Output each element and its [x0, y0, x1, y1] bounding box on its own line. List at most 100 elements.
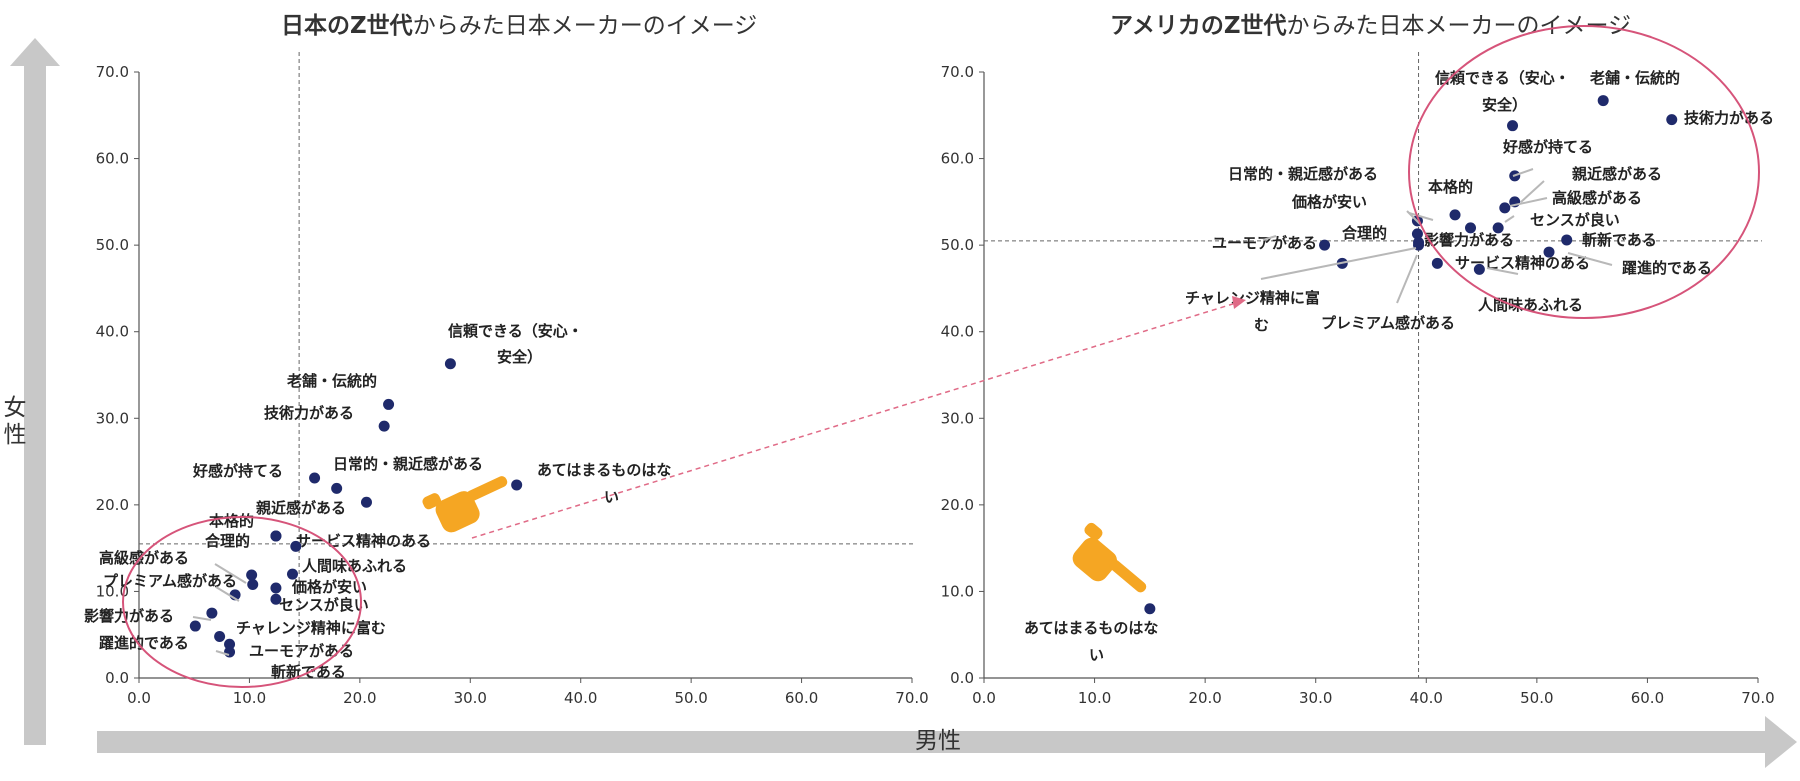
point-label: あてはまるものはな — [537, 461, 671, 479]
data-point — [1543, 246, 1555, 258]
highlight-circle-left — [122, 516, 362, 688]
data-point — [1499, 202, 1511, 214]
data-point — [286, 568, 298, 580]
y-tick-label: 60.0 — [941, 150, 974, 168]
point-label: 斬新である — [1582, 231, 1657, 249]
point-label: 高級感がある — [1552, 189, 1642, 207]
point-label: い — [1089, 646, 1104, 664]
chart-title-bold: アメリカのZ世代 — [1110, 13, 1287, 39]
x-tick-label: 30.0 — [1299, 689, 1332, 707]
point-label: 本格的 — [209, 512, 254, 530]
point-label: センスが良い — [1530, 211, 1620, 229]
data-point — [1449, 209, 1461, 221]
y-axis-word: 女性 — [0, 395, 27, 449]
data-point — [331, 482, 343, 494]
data-point — [214, 630, 226, 642]
y-tick-label: 30.0 — [96, 409, 129, 427]
data-point — [1465, 222, 1477, 234]
hand-palm — [1072, 537, 1117, 582]
y-tick-label: 0.0 — [950, 669, 974, 687]
x-tick-label: 0.0 — [127, 689, 151, 707]
chart-title: 日本のZ世代からみた日本メーカーのイメージ — [281, 13, 757, 39]
leader-line — [1262, 235, 1277, 241]
point-label: あてはまるものはな — [1024, 619, 1158, 637]
y-tick-label: 20.0 — [941, 496, 974, 514]
annotations — [122, 25, 1760, 688]
x-axis-arrow — [97, 716, 1797, 768]
data-point — [1431, 257, 1443, 269]
point-label: い — [604, 488, 619, 506]
point-label: 合理的 — [1341, 224, 1387, 242]
point-label: 価格が安い — [1291, 193, 1367, 211]
chart-title: アメリカのZ世代からみた日本メーカーのイメージ — [1110, 13, 1631, 39]
data-point — [270, 530, 282, 542]
leader-line — [1260, 247, 1417, 280]
leader-line — [1509, 197, 1548, 207]
point-label: 躍進的である — [1622, 259, 1712, 277]
chart-america: アメリカのZ世代からみた日本メーカーのイメージ 0.0 10.0 20.0 30.0 4… — [941, 13, 1775, 707]
leader-line — [215, 586, 240, 602]
x-tick-label: 60.0 — [785, 689, 818, 707]
x-tick-label: 10.0 — [233, 689, 266, 707]
y-tick-label: 70.0 — [941, 63, 974, 81]
point-label: 高級感がある — [99, 549, 189, 567]
point-label: 好感が持てる — [1502, 138, 1593, 156]
data-point — [1411, 228, 1423, 240]
chart-title-rest: からみた日本メーカーのイメージ — [413, 13, 758, 39]
leader-line — [214, 563, 247, 584]
leader-line — [1486, 267, 1519, 275]
point-label: サービス精神のある — [1455, 254, 1590, 272]
x-tick-label: 40.0 — [564, 689, 597, 707]
point-label: 人間味あふれる — [302, 557, 407, 575]
y-tick-label: 10.0 — [941, 582, 974, 600]
y-tick-label: 20.0 — [96, 496, 129, 514]
pointing-hand-icon — [422, 476, 508, 533]
point-label: 親近感がある — [256, 499, 346, 517]
data-point — [224, 638, 236, 650]
data-point — [1492, 222, 1504, 234]
point-label: 技術力がある — [1684, 109, 1774, 127]
x-axis-word: 男性 — [915, 728, 961, 754]
leader-line — [1406, 210, 1421, 225]
point-label: 老舗・伝統的 — [1589, 69, 1680, 87]
x-tick-label: 20.0 — [1188, 689, 1221, 707]
point-label: 安全） — [497, 348, 542, 366]
point-label: 人間味あふれる — [1478, 296, 1583, 314]
leader-line — [1520, 180, 1545, 203]
point-label: チャレンジ精神に富 — [1185, 289, 1320, 307]
data-point — [246, 569, 258, 581]
x-tick-label: 70.0 — [895, 689, 928, 707]
point-label: チャレンジ精神に富む — [236, 619, 386, 637]
data-point — [270, 582, 282, 594]
x-tick-label: 60.0 — [1631, 689, 1664, 707]
point-label: ユーモアがある — [1212, 234, 1317, 252]
plot-area: 0.0 10.0 20.0 30.0 40.0 50.0 60.0 70.0 0.0 10.0 20… — [941, 52, 1775, 707]
data-point — [1561, 234, 1573, 246]
data-point — [378, 420, 390, 432]
hand-thumb — [1084, 522, 1103, 541]
point-label: 老舗・伝統的 — [286, 372, 377, 390]
x-tick-label: 30.0 — [454, 689, 487, 707]
data-point — [444, 358, 456, 370]
data-point — [189, 620, 201, 632]
data-point — [1319, 239, 1331, 251]
data-point — [1413, 237, 1425, 249]
data-point — [290, 540, 302, 552]
y-tick-label: 0.0 — [105, 669, 129, 687]
leader-line — [1567, 252, 1613, 266]
leader-line — [1504, 215, 1515, 223]
highlight-circle-right — [1408, 25, 1760, 319]
point-label: 本格的 — [1428, 178, 1473, 196]
point-label: 親近感がある — [1572, 165, 1662, 183]
chart-title-bold: 日本のZ世代 — [281, 13, 413, 39]
y-tick-label: 10.0 — [96, 582, 129, 600]
x-tick-label: 50.0 — [1520, 689, 1553, 707]
y-tick-label: 40.0 — [941, 323, 974, 341]
point-label: 影響力がある — [84, 607, 174, 625]
data-point — [270, 593, 282, 605]
leader-line — [1408, 212, 1434, 221]
data-point — [224, 646, 236, 658]
point-label: 価格が安い — [291, 578, 367, 596]
x-tick-label: 20.0 — [343, 689, 376, 707]
